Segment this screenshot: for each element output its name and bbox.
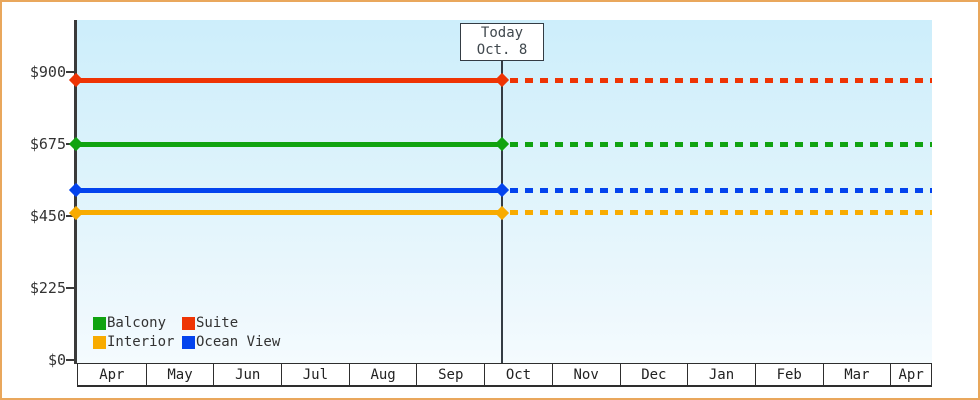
y-axis-tick-mark: [66, 71, 75, 73]
legend-item-interior: Interior: [93, 333, 182, 351]
legend-label: Ocean View: [196, 334, 281, 350]
y-axis-tick-label: $0: [47, 351, 66, 369]
month-cell-8-dec: Dec: [619, 364, 688, 385]
today-label: Today: [480, 25, 524, 41]
legend-label: Balcony: [107, 315, 167, 331]
legend-item-balcony: Balcony: [93, 314, 182, 332]
legend-item-suite: Suite: [182, 314, 280, 332]
legend-swatch-icon: [182, 335, 195, 349]
price-line-dotted-ocean-view: [510, 187, 932, 193]
month-cell-2-jun: Jun: [213, 364, 281, 385]
price-line-dotted-balcony: [510, 141, 932, 147]
month-cell-3-jul: Jul: [281, 364, 349, 385]
month-cell-5-sep: Sep: [416, 364, 484, 385]
legend-swatch-icon: [93, 335, 106, 349]
legend-swatch-icon: [93, 316, 106, 330]
month-cell-7-nov: Nov: [551, 364, 620, 385]
price-line-solid-ocean-view: [76, 187, 502, 193]
y-axis-tick-mark: [66, 287, 75, 289]
legend-item-ocean-view: Ocean View: [182, 333, 280, 351]
month-cell-12-apr: Apr: [890, 364, 931, 385]
month-cell-10-feb: Feb: [754, 364, 823, 385]
price-line-dotted-suite: [510, 77, 932, 83]
price-line-solid-suite: [76, 77, 502, 83]
price-line-solid-interior: [76, 210, 502, 216]
legend-swatch-icon: [182, 316, 195, 330]
legend-label: Suite: [196, 315, 239, 331]
month-cell-11-mar: Mar: [822, 364, 891, 385]
legend: Balcony Suite Interior Ocean View: [93, 314, 280, 351]
legend-label: Interior: [107, 334, 175, 350]
y-axis-tick-label: $225: [29, 279, 66, 297]
today-annotation-box: Today Oct. 8: [460, 23, 544, 61]
month-cell-4-aug: Aug: [348, 364, 417, 385]
y-axis-tick-label: $900: [29, 63, 66, 81]
y-axis-tick-label: $675: [29, 135, 66, 153]
month-cell-1-may: May: [145, 364, 214, 385]
y-axis-tick-mark: [66, 215, 75, 217]
x-axis-month-row: Apr May Jun Jul Aug Sep Oct Nov Dec Jan Feb Mar Apr: [77, 363, 932, 387]
price-line-solid-balcony: [76, 141, 502, 147]
y-axis-tick-mark: [66, 359, 75, 361]
month-cell-0-apr: Apr: [99, 366, 125, 383]
today-date-label: Oct. 8: [476, 42, 528, 58]
month-cell-6-oct: Oct: [484, 364, 552, 385]
y-axis-tick-label: $450: [29, 207, 66, 225]
price-line-dotted-interior: [510, 210, 932, 216]
month-cell-9-jan: Jan: [687, 364, 755, 385]
